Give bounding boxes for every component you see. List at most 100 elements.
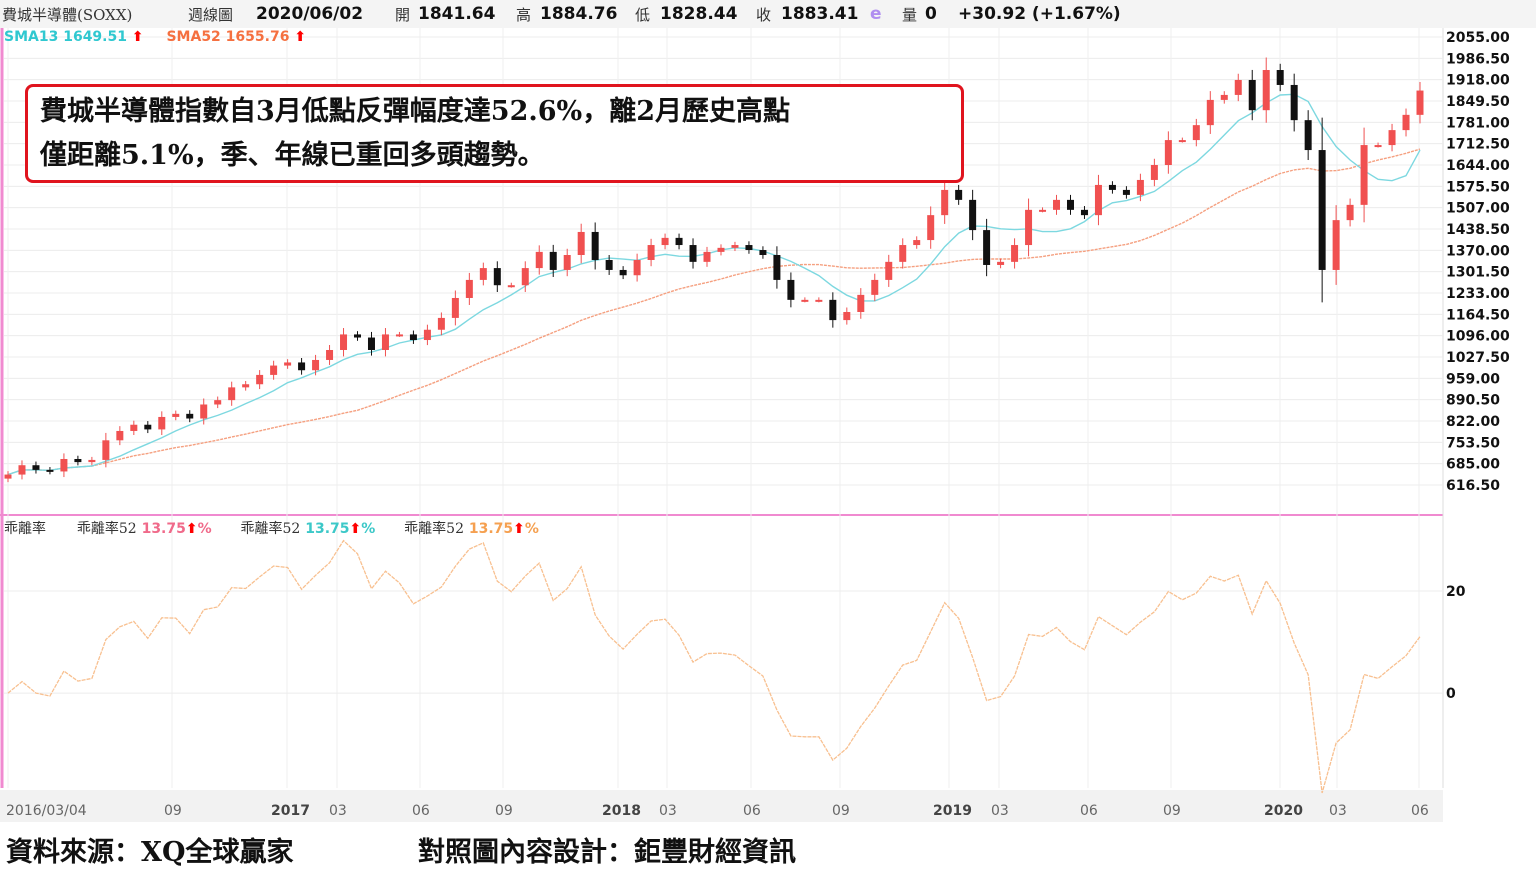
candle-body <box>1220 94 1228 100</box>
bias-item-label: 乖離率52 <box>240 521 301 537</box>
candle-body <box>899 245 907 262</box>
candle <box>703 246 711 267</box>
x-tick-label: 09 <box>832 803 850 819</box>
candle <box>1234 73 1242 102</box>
candle-body <box>1346 204 1354 221</box>
candle <box>1039 207 1047 213</box>
candle <box>591 222 599 270</box>
candle <box>340 328 348 357</box>
candle-body <box>689 245 697 262</box>
y-tick-label: 1986.50 <box>1446 51 1510 67</box>
bias-legend: 乖離率 乖離率52 13.75⬆% 乖離率52 13.75⬆% 乖離率52 13… <box>4 518 539 538</box>
x-tick-label: 03 <box>329 803 347 819</box>
candle <box>479 262 487 286</box>
annotation-box: 費城半導體指數自3月低點反彈幅度達52.6%，離2月歷史高點 僅距離5.1%，季… <box>25 84 964 183</box>
candle-body <box>228 387 236 401</box>
bias-y-tick-label: 0 <box>1446 686 1456 702</box>
y-tick-label: 616.50 <box>1446 478 1500 494</box>
y-tick-label: 1575.50 <box>1446 179 1510 195</box>
candle-body <box>759 250 767 256</box>
candle-body <box>1234 79 1242 95</box>
candle-body <box>340 334 348 350</box>
candle-body <box>1094 184 1102 216</box>
candle-body <box>1360 145 1368 205</box>
candle-body <box>1025 209 1033 246</box>
bias-item-value: 13.75 <box>305 521 350 537</box>
candle <box>633 253 641 282</box>
candle <box>745 241 753 254</box>
up-arrow-icon: ⬆ <box>131 29 144 45</box>
low-label: 低 <box>635 6 651 24</box>
candle-body <box>955 189 963 200</box>
candle <box>1402 108 1410 137</box>
bias-y-tick-label: 20 <box>1446 584 1466 600</box>
x-tick-label: 06 <box>743 803 761 819</box>
candle-body <box>130 424 138 431</box>
candle <box>32 461 40 474</box>
y-tick-label: 1644.00 <box>1446 158 1510 174</box>
candle-body <box>88 459 96 463</box>
bias-item-value: 13.75 <box>141 521 186 537</box>
close-value: 1883.41 <box>781 4 859 24</box>
candle-body <box>1374 145 1382 148</box>
candle-body <box>395 334 403 337</box>
candle <box>605 255 613 275</box>
candle <box>1136 173 1144 202</box>
up-arrow-icon: ⬆ <box>185 521 198 537</box>
volume-label: 量 <box>902 6 918 24</box>
candle-body <box>927 215 935 241</box>
candle-body <box>633 259 641 276</box>
candle <box>843 307 851 325</box>
candle-body <box>1164 140 1172 165</box>
sma52-line <box>7 148 1421 476</box>
close-label: 收 <box>756 6 772 24</box>
candle-body <box>4 474 12 479</box>
bias-unit: % <box>524 521 539 537</box>
period-label[interactable]: 週線圖 <box>188 6 234 24</box>
candle <box>647 238 655 267</box>
candle-body <box>284 362 292 366</box>
candle-body <box>298 362 306 371</box>
y-tick-label: 753.50 <box>1446 435 1500 451</box>
candle-body <box>242 384 250 388</box>
candle-body <box>116 430 124 441</box>
bias-item-label: 乖離率52 <box>76 521 137 537</box>
candle-body <box>1262 70 1270 111</box>
candle-body <box>1388 130 1396 146</box>
candle-body <box>32 465 40 470</box>
candle-body <box>815 299 823 302</box>
x-tick-label: 09 <box>164 803 182 819</box>
candle-body <box>703 251 711 262</box>
candle <box>423 324 431 346</box>
candle <box>18 460 26 480</box>
candle-body <box>1150 165 1158 180</box>
candle <box>4 471 12 483</box>
quote-date: 2020/06/02 <box>256 4 364 24</box>
candle <box>913 236 921 249</box>
candle <box>1374 142 1382 148</box>
candle <box>759 246 767 259</box>
candle <box>507 282 515 288</box>
candle <box>451 290 459 326</box>
candle-body <box>18 465 26 475</box>
candle <box>1094 174 1102 226</box>
candle-body <box>172 413 180 417</box>
candle <box>256 370 264 390</box>
candle <box>1025 198 1033 257</box>
candle-body <box>493 268 501 286</box>
candle <box>354 331 362 341</box>
candle-body <box>1416 90 1424 115</box>
candle <box>172 410 180 421</box>
y-tick-label: 1849.50 <box>1446 94 1510 110</box>
candle-body <box>1304 120 1312 151</box>
volume-value: 0 <box>925 4 937 24</box>
candle <box>465 272 473 305</box>
high-value: 1884.76 <box>540 4 618 24</box>
up-arrow-icon: ⬆ <box>349 521 362 537</box>
candle-body <box>675 237 683 246</box>
y-tick-label: 1096.00 <box>1446 329 1510 345</box>
x-tick-label: 03 <box>659 803 677 819</box>
candle-body <box>661 237 669 246</box>
candle-body <box>1192 125 1200 141</box>
open-value: 1841.64 <box>418 4 496 24</box>
